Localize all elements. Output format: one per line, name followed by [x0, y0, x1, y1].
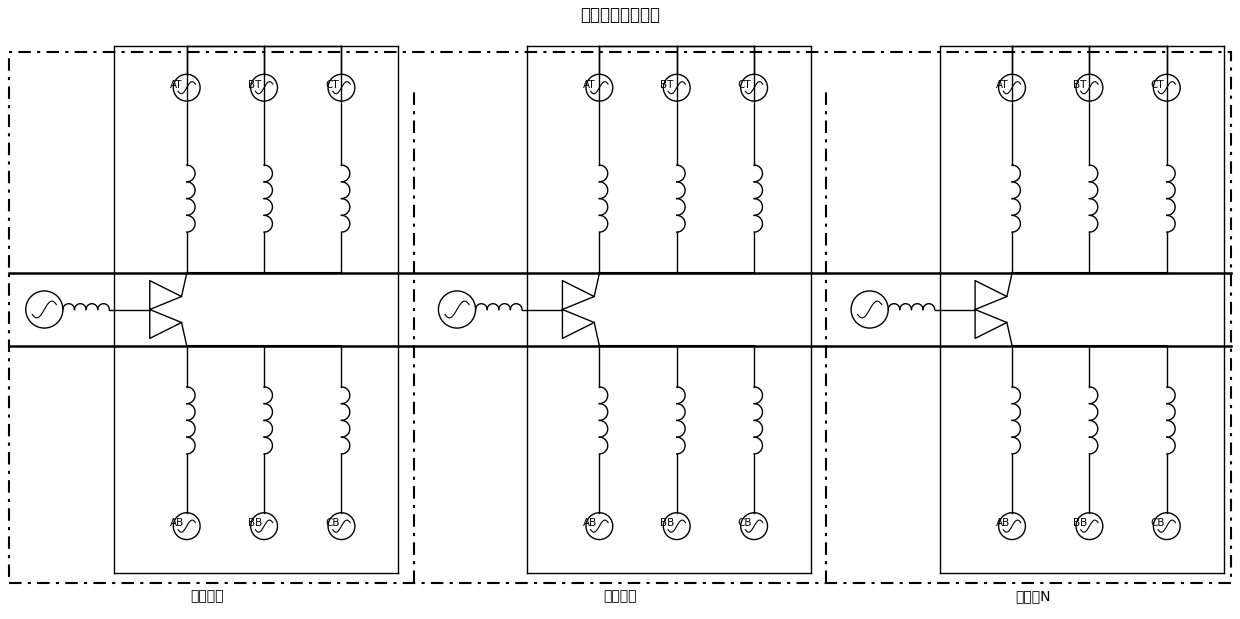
Text: CT: CT	[1151, 80, 1164, 90]
Text: 换流端N: 换流端N	[1014, 589, 1050, 604]
Text: 柔性直流输电系统: 柔性直流输电系统	[580, 6, 660, 25]
Text: BT: BT	[248, 80, 260, 90]
Text: AB: AB	[583, 518, 598, 528]
Text: AT: AT	[996, 80, 1008, 90]
Text: CB: CB	[1151, 518, 1164, 528]
Text: CT: CT	[325, 80, 339, 90]
Text: CB: CB	[325, 518, 340, 528]
Text: BB: BB	[1073, 518, 1087, 528]
Text: AB: AB	[996, 518, 1009, 528]
Text: CB: CB	[738, 518, 753, 528]
Text: BT: BT	[1073, 80, 1086, 90]
Text: BB: BB	[660, 518, 675, 528]
Text: 换流端一: 换流端一	[191, 589, 224, 604]
Text: BT: BT	[660, 80, 673, 90]
Text: AB: AB	[170, 518, 185, 528]
Text: CT: CT	[738, 80, 751, 90]
Text: AT: AT	[583, 80, 595, 90]
Text: BB: BB	[248, 518, 262, 528]
Text: AT: AT	[170, 80, 182, 90]
Text: 换流端二: 换流端二	[603, 589, 637, 604]
